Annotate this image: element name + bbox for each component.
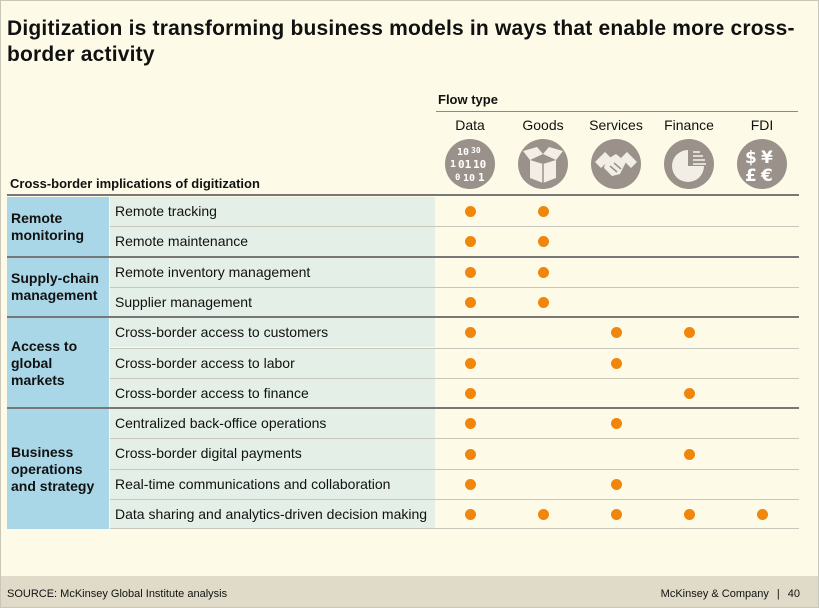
svg-text:0: 0: [455, 173, 460, 183]
row-divider: [110, 468, 799, 470]
open-box-icon: [517, 138, 569, 190]
svg-text:$: $: [745, 148, 757, 168]
flow-dot-finance: [683, 509, 695, 521]
page-number: 40: [787, 588, 800, 600]
flow-dot-goods: [537, 266, 549, 278]
svg-text:£: £: [745, 166, 757, 186]
svg-text:10: 10: [473, 158, 486, 171]
flow-dot-data: [464, 418, 476, 430]
flow-dot-data: [464, 387, 476, 399]
currency-symbols-icon: $ ¥ £ €: [736, 138, 788, 190]
flow-dot-finance: [683, 327, 695, 339]
flow-dot-services: [610, 478, 622, 490]
flow-dot-goods: [537, 206, 549, 218]
row-divider: [110, 286, 799, 288]
table-row-label: Cross-border access to finance: [110, 378, 435, 409]
flow-dot-data: [464, 206, 476, 218]
group-label: Access to global markets: [7, 318, 109, 409]
company-page: McKinsey & Company | 40: [661, 588, 800, 600]
row-divider: [110, 438, 799, 440]
flow-dot-goods: [537, 236, 549, 248]
implications-label: Cross-border implications of digitizatio…: [10, 176, 260, 191]
column-header-services: Services: [589, 117, 643, 133]
svg-text:01: 01: [458, 158, 472, 171]
flow-dot-data: [464, 448, 476, 460]
column-header-fdi: FDI: [750, 117, 774, 133]
handshake-icon: [590, 138, 642, 190]
flow-dot-fdi: [756, 509, 768, 521]
source-note: SOURCE: McKinsey Global Institute analys…: [7, 588, 228, 600]
group-label: Supply-chain management: [7, 257, 109, 318]
flow-dot-data: [464, 509, 476, 521]
table-row-label: Cross-border access to labor: [110, 348, 435, 378]
group-divider: [110, 528, 799, 530]
flow-type-label: Flow type: [438, 92, 498, 107]
table-row-label: Cross-border digital payments: [110, 439, 435, 469]
group-divider: [7, 407, 799, 410]
flow-dot-data: [464, 236, 476, 248]
column-header-data: Data: [455, 117, 485, 133]
group-label: Remote monitoring: [7, 197, 109, 257]
flow-dot-goods: [537, 509, 549, 521]
binary-data-icon: 10 30 1 01 10 0 10 1: [444, 138, 496, 190]
column-header-finance: Finance: [664, 117, 714, 133]
flow-dot-data: [464, 478, 476, 490]
group-divider: [7, 316, 799, 319]
row-divider: [110, 499, 799, 500]
table-row-label: Remote inventory management: [110, 257, 435, 287]
svg-text:¥: ¥: [761, 148, 773, 168]
company-name: McKinsey & Company: [660, 588, 769, 600]
group-label: Business operations and strategy: [7, 409, 109, 530]
flow-dot-data: [464, 297, 476, 309]
table-row-label: Remote tracking: [110, 197, 435, 227]
flow-dot-goods: [537, 297, 549, 309]
table-row-label: Remote maintenance: [110, 227, 435, 257]
table-row-label: Data sharing and analytics-driven decisi…: [110, 500, 435, 530]
flow-dot-services: [610, 509, 622, 521]
row-divider: [110, 377, 799, 379]
flow-dot-data: [464, 266, 476, 278]
table-row-label: Real-time communications and collaborati…: [110, 469, 435, 499]
footer: SOURCE: McKinsey Global Institute analys…: [1, 576, 818, 607]
slide-title: Digitization is transforming business mo…: [7, 17, 795, 66]
flow-dot-services: [610, 327, 622, 339]
flow-dot-data: [464, 357, 476, 369]
flow-dot-services: [610, 357, 622, 369]
flow-dot-finance: [683, 387, 695, 399]
svg-text:30: 30: [471, 146, 481, 155]
column-header-goods: Goods: [522, 117, 564, 133]
footer-separator: |: [776, 588, 780, 600]
group-divider: [7, 255, 799, 258]
row-divider: [110, 347, 799, 349]
table-row-label: Supplier management: [110, 287, 435, 318]
flow-dot-data: [464, 327, 476, 339]
table-row-label: Cross-border access to customers: [110, 318, 435, 348]
header-rule: [7, 194, 799, 196]
svg-text:10: 10: [463, 173, 475, 184]
row-divider: [110, 226, 799, 228]
svg-text:1: 1: [478, 171, 485, 184]
svg-text:€: €: [760, 166, 773, 186]
table-row-label: Centralized back-office operations: [110, 409, 435, 439]
flow-dot-services: [610, 418, 622, 430]
svg-text:1: 1: [450, 159, 456, 170]
pie-chart-icon: [663, 138, 715, 190]
flow-dot-finance: [683, 448, 695, 460]
svg-text:10: 10: [457, 147, 469, 158]
flow-type-rule: [436, 111, 798, 112]
